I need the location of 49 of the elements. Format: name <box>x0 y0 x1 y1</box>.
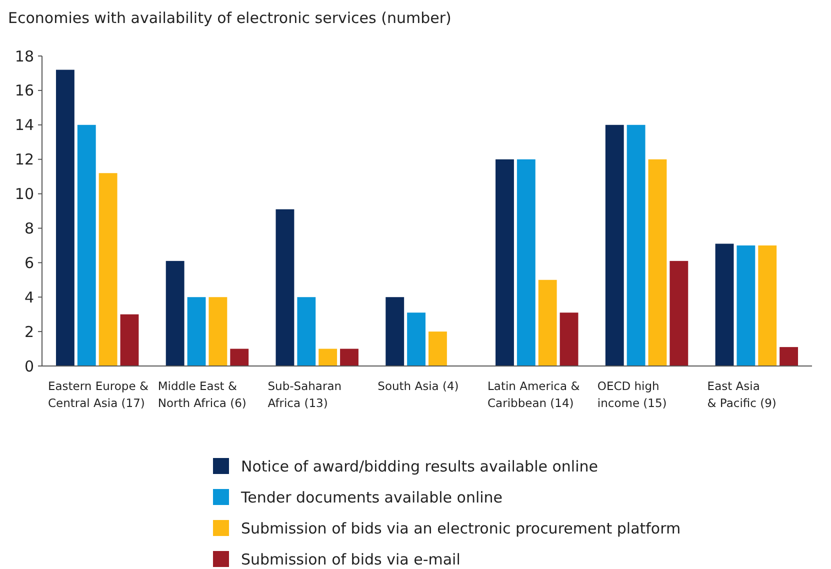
bar <box>605 124 624 366</box>
y-tick-label: 4 <box>24 288 34 306</box>
y-tick-label: 8 <box>24 219 34 238</box>
bar <box>626 124 646 366</box>
legend-label: Notice of award/bidding results available online <box>241 457 598 476</box>
y-tick-label: 6 <box>24 254 34 272</box>
bar <box>340 348 358 366</box>
y-tick-label: 2 <box>24 322 34 341</box>
bar <box>276 209 294 366</box>
bar <box>670 260 688 366</box>
bar <box>496 159 514 366</box>
bar <box>560 312 578 366</box>
y-tick-label: 14 <box>14 116 34 134</box>
bar <box>407 312 426 366</box>
bar <box>648 159 667 366</box>
x-tick-label: Latin America & Caribbean (14) <box>488 379 580 410</box>
bar <box>230 348 249 366</box>
bar <box>516 159 536 366</box>
x-tick-label: South Asia (4) <box>378 379 459 393</box>
x-tick-label: OECD high income (15) <box>597 379 667 410</box>
bar <box>780 347 798 366</box>
x-tick-label: Sub-Saharan Africa (13) <box>268 379 342 410</box>
bar <box>538 280 557 366</box>
bar <box>386 297 404 366</box>
y-tick-label: 16 <box>14 82 34 100</box>
y-tick-label: 12 <box>14 150 34 169</box>
y-tick-label: 10 <box>14 185 34 204</box>
bar <box>428 332 447 366</box>
legend-label: Submission of bids via an electronic procurement platform <box>241 519 681 538</box>
bar <box>187 297 206 366</box>
y-tick-label: 0 <box>24 357 34 376</box>
bar <box>297 297 316 366</box>
bar <box>318 348 338 366</box>
bar <box>736 245 756 366</box>
x-tick-label: East Asia & Pacific (9) <box>707 379 776 410</box>
bar <box>758 245 777 366</box>
y-tick-label: 18 <box>14 47 34 66</box>
x-tick-label: Eastern Europe & Central Asia (17) <box>48 379 148 410</box>
bar <box>120 314 139 366</box>
bar <box>715 244 734 366</box>
legend-label: Tender documents available online <box>240 488 503 506</box>
chart-title: Economies with availability of electronic services (number) <box>8 9 452 27</box>
bar <box>98 173 118 366</box>
bar <box>208 297 228 366</box>
bar <box>56 70 74 366</box>
bar <box>77 124 96 366</box>
bar <box>166 260 184 366</box>
legend-label: Submission of bids via e-mail <box>241 550 460 568</box>
x-tick-label: Middle East & North Africa (6) <box>158 379 246 410</box>
